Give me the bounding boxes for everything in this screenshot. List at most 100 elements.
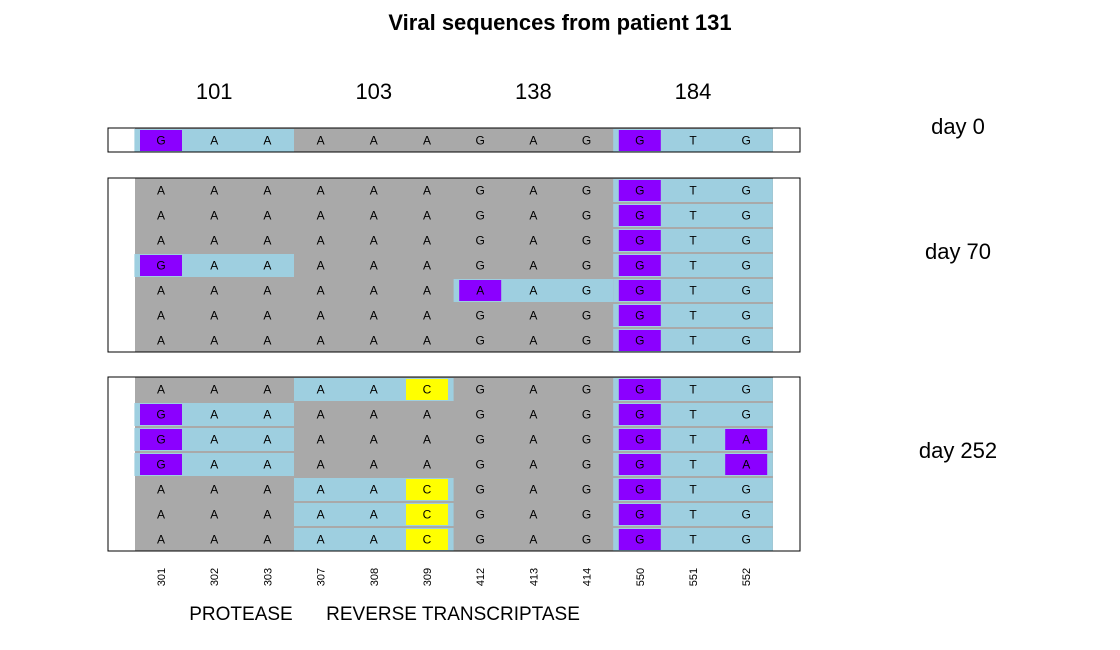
base-letter: G [476,458,485,472]
codon-label: 101 [196,79,233,104]
base-letter: A [210,508,218,522]
base-letter: A [423,458,431,472]
base-letter: T [689,408,697,422]
base-letter: A [370,334,378,348]
base-letter: A [317,209,325,223]
base-letter: G [742,234,751,248]
position-label: 551 [688,568,700,586]
base-letter: A [210,209,218,223]
base-letter: G [582,259,591,273]
position-label: 552 [741,568,753,586]
mutation-cell [140,454,182,475]
base-letter: G [635,184,644,198]
base-letter: A [263,483,271,497]
base-letter: G [742,483,751,497]
base-letter: A [529,284,537,298]
mutation-cell [406,479,448,500]
base-letter: G [156,134,165,148]
mutation-cell [725,429,768,450]
base-letter: A [263,458,271,472]
base-letter: G [635,209,644,223]
base-letter: T [689,533,697,547]
base-letter: A [263,533,271,547]
base-letter: G [582,309,591,323]
base-letter: G [582,209,591,223]
mutation-cell [406,529,448,550]
base-letter: A [529,408,537,422]
base-letter: A [317,334,325,348]
base-letter: T [689,334,697,348]
base-letter: G [156,259,165,273]
base-letter: A [742,458,750,472]
base-letter: T [689,483,697,497]
base-letter: G [635,234,644,248]
base-letter: A [529,134,537,148]
base-letter: C [423,508,432,522]
base-letter: G [582,284,591,298]
base-letter: G [476,508,485,522]
mutation-cell [618,504,661,525]
base-letter: A [317,259,325,273]
base-letter: A [529,458,537,472]
mutation-cell [618,230,661,251]
position-label: 550 [635,568,647,586]
base-letter: A [210,184,218,198]
base-letter: A [423,284,431,298]
mutation-cell [459,280,502,301]
mutation-cell [140,255,182,276]
mutation-cell [406,379,448,400]
base-letter: A [157,209,165,223]
base-letter: A [370,433,378,447]
base-letter: A [210,284,218,298]
sample-panel: A A A A A A G A G G T GA A A A A A G A G G T GA A A A A A G A G G T GG A A A… [107,177,991,353]
base-letter: A [157,483,165,497]
panel-frame [107,177,801,353]
base-letter: A [210,458,218,472]
base-letter: G [635,533,644,547]
day-label: day 70 [925,239,991,264]
base-letter: A [210,234,218,248]
region-label-reverse-transcriptase: REVERSE TRANSCRIPTASE [326,604,580,625]
base-letter: A [263,309,271,323]
base-letter: A [370,383,378,397]
mutation-cell [725,454,768,475]
mutation-cell [618,280,661,301]
base-letter: A [263,284,271,298]
base-letter: G [635,433,644,447]
position-label: 302 [209,568,221,586]
mutation-cell [618,479,661,500]
base-letter: A [529,184,537,198]
base-letter: G [476,408,485,422]
base-letter: G [742,408,751,422]
base-letter: G [635,284,644,298]
base-letter: G [742,533,751,547]
position-label: 413 [528,568,540,586]
base-letter: A [370,458,378,472]
base-letter: A [529,533,537,547]
base-letter: A [210,334,218,348]
base-letter: A [263,408,271,422]
base-letter: A [529,309,537,323]
base-letter: A [157,508,165,522]
base-letter: T [689,184,697,198]
base-letter: A [370,408,378,422]
base-letter: A [157,309,165,323]
base-letter: G [156,458,165,472]
base-letter: G [476,383,485,397]
base-letter: A [370,533,378,547]
base-letter: A [423,309,431,323]
base-letter: A [210,259,218,273]
base-letter: A [423,209,431,223]
base-letter: G [476,533,485,547]
base-letter: T [689,284,697,298]
base-letter: T [689,259,697,273]
base-letter: T [689,383,697,397]
base-letter: A [210,383,218,397]
mutation-cell [618,379,661,400]
base-letter: G [156,408,165,422]
base-letter: G [582,184,591,198]
base-letter: A [423,234,431,248]
